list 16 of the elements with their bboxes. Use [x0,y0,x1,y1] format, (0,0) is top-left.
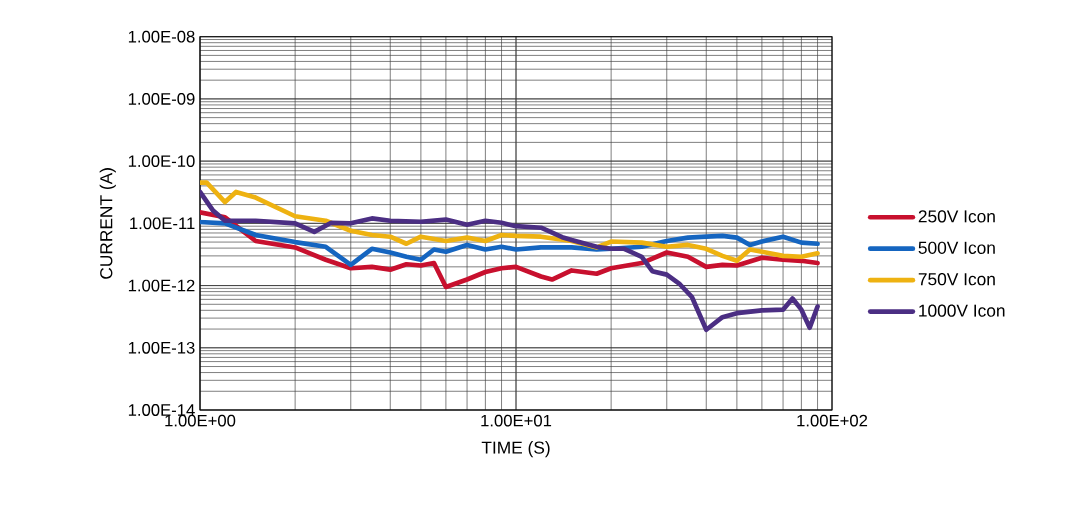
x-tick-label: 1.00E+02 [797,414,868,427]
y-tick-label: 1.00E-12 [128,279,195,292]
y-tick-label: 1.00E-13 [128,341,195,354]
y-axis-title: CURRENT (A) [99,168,116,279]
x-tick-label: 1.00E+01 [481,414,552,427]
y-tick-label: 1.00E-11 [130,217,195,230]
y-tick-label: 1.00E-10 [128,155,195,168]
legend-label: 250V Icon [918,210,995,223]
y-tick-label: 1.00E-08 [128,30,195,43]
y-tick-label: 1.00E-09 [128,93,195,105]
x-tick-label: 1.00E+00 [165,414,236,427]
legend-label: 750V Icon [918,273,995,286]
legend-label: 1000V Icon [919,304,1005,317]
y-tick-label: 1.00E-14 [128,404,195,416]
x-axis-title: TIME (S) [481,441,550,458]
legend-label: 500V Icon [918,241,995,254]
